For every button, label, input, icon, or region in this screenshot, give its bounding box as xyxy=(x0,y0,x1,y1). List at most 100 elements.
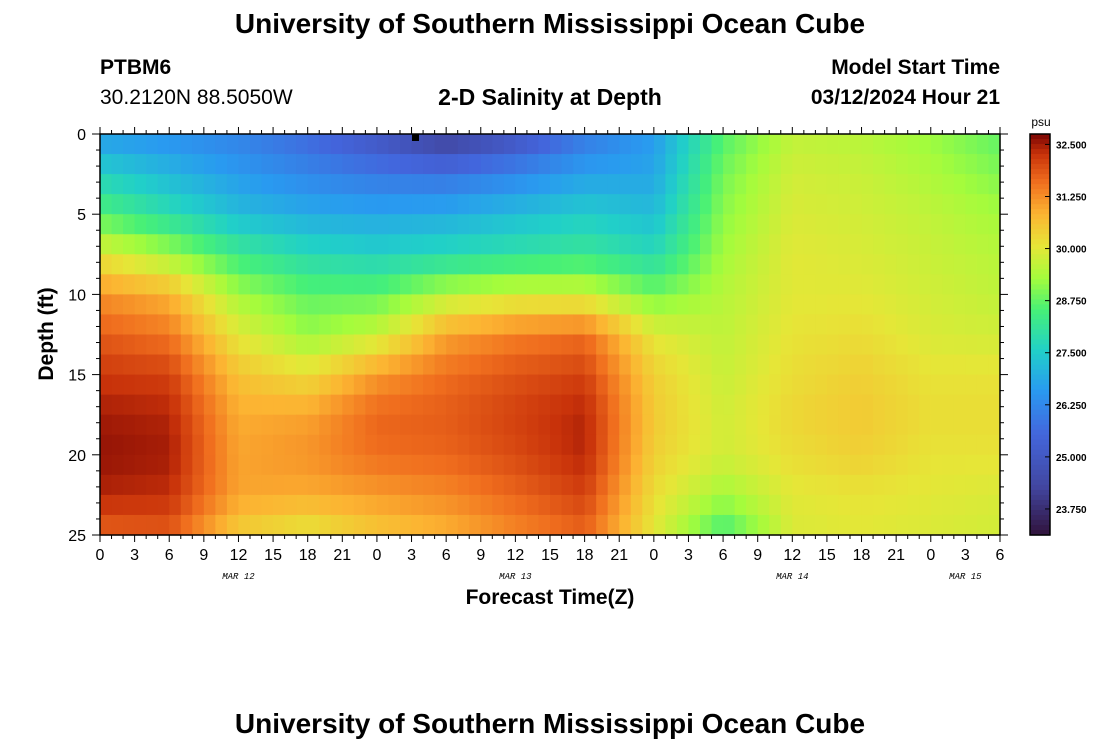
heatmap-cell xyxy=(619,154,632,175)
heatmap-cell xyxy=(492,394,505,416)
heatmap-cell xyxy=(596,274,609,295)
heatmap-cell xyxy=(757,454,770,476)
heatmap-cell xyxy=(884,414,897,436)
heatmap-cell xyxy=(792,354,805,376)
heatmap-cell xyxy=(353,494,366,516)
heatmap-cell xyxy=(907,174,920,195)
heatmap-cell xyxy=(803,294,816,316)
heatmap-cell xyxy=(942,334,955,356)
heatmap-cell xyxy=(907,494,920,516)
heatmap-cell xyxy=(307,174,320,195)
heatmap-cell xyxy=(723,154,736,175)
heatmap-cell xyxy=(642,174,655,195)
heatmap-cell xyxy=(619,194,632,215)
heatmap-cell xyxy=(700,294,713,316)
heatmap-cell xyxy=(342,454,355,476)
heatmap-cell xyxy=(457,474,470,496)
heatmap-cell xyxy=(226,234,240,255)
heatmap-cell xyxy=(146,374,159,396)
heatmap-cell xyxy=(573,194,586,215)
heatmap-cell xyxy=(607,474,620,496)
heatmap-cell xyxy=(907,514,920,536)
heatmap-cell xyxy=(896,334,909,356)
heatmap-cell xyxy=(561,434,574,456)
heatmap-cell xyxy=(965,434,978,456)
heatmap-cell xyxy=(134,214,147,235)
heatmap-cell xyxy=(203,294,216,316)
heatmap-cell xyxy=(653,134,666,155)
heatmap-cell xyxy=(238,414,251,436)
heatmap-cell xyxy=(134,254,147,275)
heatmap-cell xyxy=(561,214,574,235)
heatmap-cell xyxy=(930,154,943,175)
heatmap-cell xyxy=(619,474,632,496)
heatmap-cell xyxy=(100,454,113,476)
heatmap-cell xyxy=(261,254,274,275)
heatmap-cell xyxy=(988,334,1001,356)
heatmap-cell xyxy=(746,274,759,295)
heatmap-cell xyxy=(469,274,482,295)
heatmap-cell xyxy=(434,234,447,255)
heatmap-cell xyxy=(884,134,897,155)
heatmap-cell xyxy=(780,234,793,255)
heatmap-cell xyxy=(976,454,990,476)
y-tick-label: 0 xyxy=(77,127,86,144)
heatmap-cell xyxy=(515,414,528,436)
heatmap-cell xyxy=(111,394,124,416)
heatmap-cell xyxy=(123,454,136,476)
heatmap-cell xyxy=(307,494,320,516)
heatmap-cell xyxy=(226,154,240,175)
heatmap-cell xyxy=(434,134,447,155)
heatmap-cell xyxy=(550,174,563,195)
heatmap-cell xyxy=(284,194,297,215)
colorbar-segment xyxy=(1030,199,1050,205)
heatmap-cell xyxy=(907,354,920,376)
heatmap-cell xyxy=(400,194,413,215)
heatmap-cell xyxy=(815,354,828,376)
heatmap-cell xyxy=(665,494,678,516)
heatmap-cell xyxy=(780,174,793,195)
heatmap-cell xyxy=(930,194,943,215)
heatmap-cell xyxy=(284,494,297,516)
heatmap-cell xyxy=(550,254,563,275)
heatmap-cell xyxy=(792,494,805,516)
heatmap-cell xyxy=(988,254,1001,275)
heatmap-cell xyxy=(100,154,113,175)
heatmap-cell xyxy=(861,154,874,175)
heatmap-cell xyxy=(607,274,620,295)
heatmap-cell xyxy=(400,254,413,275)
heatmap-cell xyxy=(526,234,540,255)
heatmap-cell xyxy=(976,494,990,516)
heatmap-cell xyxy=(907,294,920,316)
heatmap-cell xyxy=(434,354,447,376)
heatmap-cell xyxy=(780,354,793,376)
heatmap-cell xyxy=(146,414,159,436)
heatmap-cell xyxy=(630,374,643,396)
heatmap-cell xyxy=(526,314,540,336)
heatmap-cell xyxy=(607,294,620,316)
heatmap-cell xyxy=(930,134,943,155)
heatmap-cell xyxy=(653,374,666,396)
heatmap-cell xyxy=(988,194,1001,215)
heatmap-cell xyxy=(584,334,597,356)
heatmap-cell xyxy=(757,514,770,536)
heatmap-cell xyxy=(792,134,805,155)
heatmap-cell xyxy=(965,274,978,295)
heatmap-cell xyxy=(573,294,586,316)
x-axis-title: Forecast Time(Z) xyxy=(466,586,635,609)
heatmap-cell xyxy=(226,374,240,396)
heatmap-cell xyxy=(988,294,1001,316)
heatmap-cell xyxy=(792,474,805,496)
heatmap-cell xyxy=(630,414,643,436)
heatmap-cell xyxy=(353,414,366,436)
y-tick-label: 10 xyxy=(68,287,86,304)
x-tick-label: 6 xyxy=(719,547,728,564)
heatmap-cell xyxy=(157,414,170,436)
heatmap-cell xyxy=(942,194,955,215)
heatmap-cell xyxy=(965,154,978,175)
heatmap-cell xyxy=(457,374,470,396)
heatmap-cell xyxy=(676,294,690,316)
heatmap-cell xyxy=(434,394,447,416)
heatmap-cell xyxy=(850,314,863,336)
heatmap-cell xyxy=(457,334,470,356)
